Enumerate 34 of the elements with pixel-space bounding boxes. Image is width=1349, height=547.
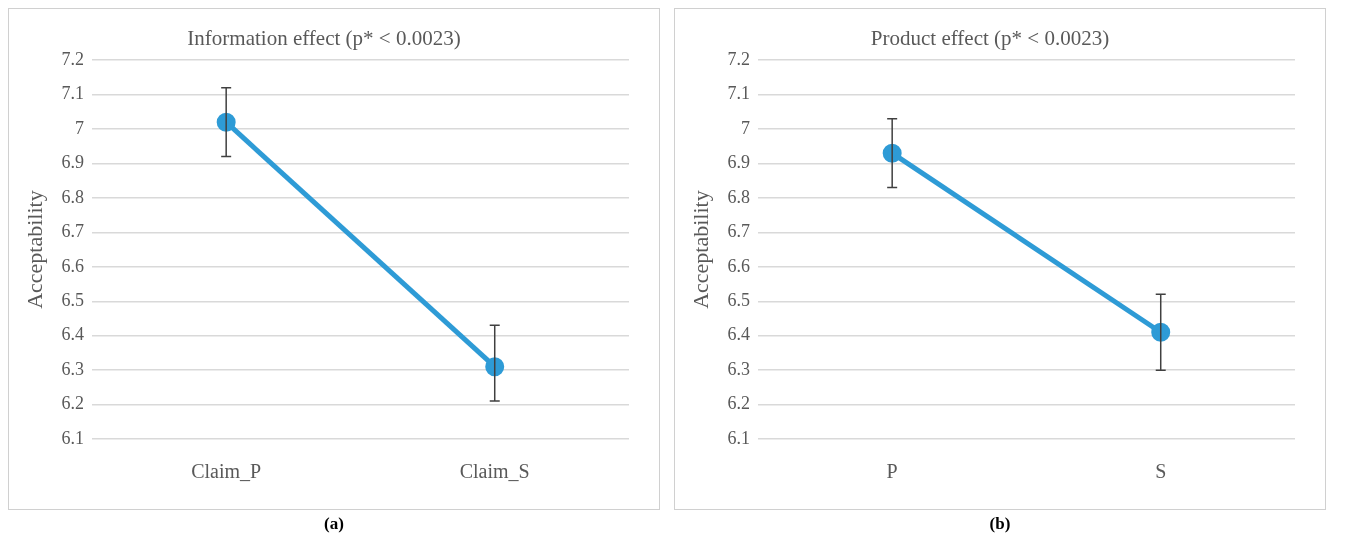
y-tick-label: 6.9	[61, 152, 84, 173]
y-tick-label: 6.7	[727, 221, 750, 242]
chart-title: Product effect (p* < 0.0023)	[870, 26, 1110, 51]
y-tick-label: 7.2	[727, 48, 750, 69]
y-tick-label: 6.9	[727, 152, 750, 173]
y-tick-label: 6.6	[727, 255, 750, 276]
text: (a)	[323, 514, 345, 534]
y-tick-label: 6.2	[727, 393, 750, 414]
y-tick-label: 6.4	[61, 324, 84, 345]
x-tick-label: Claim_S	[459, 460, 530, 483]
x-tick-label: Claim_P	[191, 460, 262, 483]
y-tick-label: 6.8	[61, 186, 84, 207]
y-tick-label: 6.4	[727, 324, 750, 345]
y-tick-label: 7	[740, 117, 750, 138]
x-tick-label: S	[1155, 460, 1167, 483]
y-tick-label: 6.5	[727, 289, 750, 310]
y-tick-label: 6.3	[727, 358, 750, 379]
y-tick-label: 6.8	[727, 186, 750, 207]
y-tick-label: 7.1	[61, 83, 84, 104]
y-tick-label: 6.6	[61, 255, 84, 276]
text: (b)	[988, 514, 1012, 534]
y-tick-label: 6.7	[61, 221, 84, 242]
chart-title: Information effect (p* < 0.0023)	[187, 26, 461, 51]
y-axis-title: Acceptability	[687, 190, 713, 309]
y-tick-label: 7.2	[61, 48, 84, 69]
y-tick-label: 6.1	[727, 427, 750, 448]
y-tick-label: 6.1	[61, 427, 84, 448]
y-axis-title: Acceptability	[21, 190, 47, 309]
y-tick-label: 6.2	[61, 393, 84, 414]
y-tick-label: 6.5	[61, 289, 84, 310]
y-tick-label: 7.1	[727, 83, 750, 104]
x-tick-label: P	[886, 460, 898, 483]
y-tick-label: 6.3	[61, 358, 84, 379]
y-tick-label: 7	[74, 117, 84, 138]
